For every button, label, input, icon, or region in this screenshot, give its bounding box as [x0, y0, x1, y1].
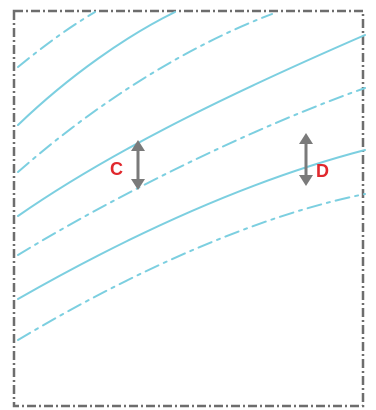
label-d: D: [316, 161, 329, 181]
solid-curve-2: [17, 34, 366, 217]
label-c: C: [110, 159, 123, 179]
dashed-curve-1: [17, 11, 96, 68]
double-arrow-c: [131, 140, 145, 190]
solid-curve-3: [17, 149, 366, 300]
arrow-c-head-down: [131, 179, 145, 190]
solid-curve-1: [17, 11, 176, 126]
dashed-curve-4: [17, 193, 366, 341]
double-arrow-d: [299, 133, 313, 186]
arrow-c-head-up: [131, 140, 145, 151]
arrow-d-head-up: [299, 133, 313, 144]
dashed-curve-2: [17, 13, 273, 173]
dashed-curve-3: [17, 87, 366, 256]
arrow-d-head-down: [299, 175, 313, 186]
diagram-border: [12, 9, 365, 408]
curve-group: [17, 11, 366, 341]
